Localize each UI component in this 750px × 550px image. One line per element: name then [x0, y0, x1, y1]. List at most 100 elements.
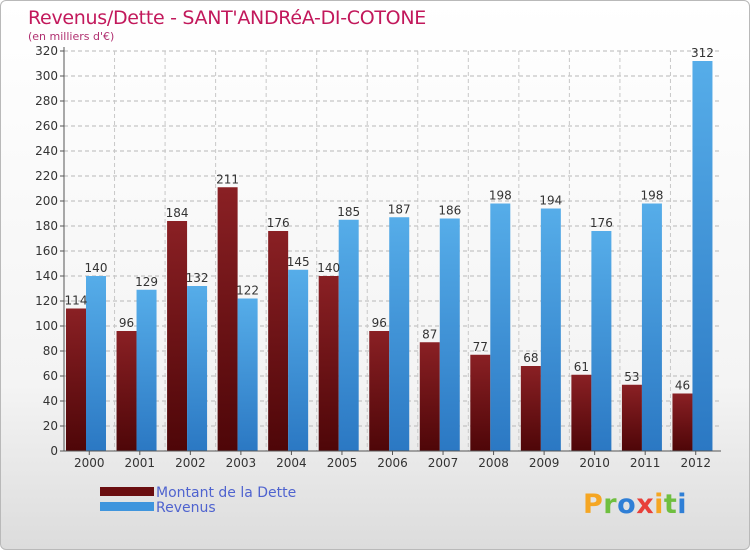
data-labels: 114 140 96 129 184 132 211 122 176 145 140 185 96 187…	[65, 46, 714, 393]
revenus-value-label: 312	[691, 46, 714, 60]
revenus-value-label: 187	[388, 202, 411, 216]
y-tick-label: 80	[43, 344, 58, 358]
legend-swatch-revenus	[100, 502, 154, 511]
logo-letter: x	[636, 489, 655, 520]
dette-bar	[116, 331, 137, 451]
y-tick-label: 20	[43, 419, 58, 433]
y-tick-label: 300	[35, 69, 58, 83]
logo-letter: i	[677, 489, 688, 520]
dette-bar	[268, 231, 289, 451]
dette-value-label: 176	[267, 216, 290, 230]
y-tick-label: 180	[35, 219, 58, 233]
logo-letter: r	[603, 489, 618, 520]
y-tick-label: 0	[50, 444, 58, 458]
x-tick-label: 2009	[529, 456, 560, 470]
dette-bar	[369, 331, 390, 451]
revenus-bar	[288, 269, 309, 451]
revenus-bar	[540, 208, 561, 451]
x-tick-label: 2010	[579, 456, 610, 470]
chart-subtitle: (en milliers d'€)	[28, 30, 115, 43]
y-tick-label: 260	[35, 119, 58, 133]
revenus-value-label: 176	[590, 216, 613, 230]
logo-letter: P	[583, 489, 604, 520]
y-tick-label: 100	[35, 319, 58, 333]
x-tick-label: 2006	[377, 456, 408, 470]
dette-bar	[318, 276, 339, 451]
logo-letter: o	[617, 489, 637, 520]
revenus-value-label: 132	[186, 271, 209, 285]
dette-bar	[419, 342, 440, 451]
revenus-value-label: 198	[489, 189, 512, 203]
dette-value-label: 114	[65, 294, 88, 308]
dette-value-label: 46	[675, 379, 690, 393]
legend-swatch-dette	[100, 487, 154, 496]
axes: 0 20 40 60 80 100 120 140 160 180 200 220 240 260 280 3…	[35, 44, 721, 470]
dette-value-label: 140	[317, 261, 340, 275]
revenus-bar	[237, 298, 258, 451]
dette-value-label: 68	[523, 351, 538, 365]
grid-lines	[64, 50, 721, 451]
logo-letter: t	[663, 489, 678, 520]
y-tick-label: 160	[35, 244, 58, 258]
revenus-value-label: 122	[236, 284, 259, 298]
dette-value-label: 96	[119, 316, 134, 330]
dette-bar	[167, 221, 188, 451]
x-tick-label: 2007	[428, 456, 459, 470]
dette-value-label: 77	[473, 340, 488, 354]
revenus-bar	[591, 231, 612, 451]
dette-value-label: 53	[624, 370, 639, 384]
revenus-value-label: 198	[640, 189, 663, 203]
dette-value-label: 61	[574, 360, 589, 374]
chart-title: Revenus/Dette - SANT'ANDRéA-DI-COTONE	[28, 7, 426, 29]
y-tick-label: 60	[43, 369, 58, 383]
y-tick-label: 40	[43, 394, 58, 408]
revenus-value-label: 185	[337, 205, 360, 219]
dette-bar	[571, 374, 592, 451]
revenus-bar	[86, 276, 106, 451]
revenus-bar	[389, 217, 410, 451]
revenus-bar	[338, 219, 359, 451]
revenus-bar	[439, 218, 460, 451]
x-tick-label: 2003	[226, 456, 257, 470]
revenus-value-label: 194	[539, 194, 562, 208]
revenus-bar	[136, 289, 157, 451]
y-tick-label: 220	[35, 169, 58, 183]
revenus-bar	[641, 203, 662, 451]
dette-bar	[470, 354, 491, 451]
revenus-value-label: 129	[135, 275, 158, 289]
y-tick-label: 240	[35, 144, 58, 158]
dette-bar	[672, 393, 693, 451]
x-tick-label: 2004	[276, 456, 307, 470]
revenus-value-label: 140	[85, 261, 108, 275]
x-tick-label: 2005	[327, 456, 358, 470]
revenus-value-label: 145	[287, 255, 310, 269]
revenus-value-label: 186	[438, 204, 461, 218]
dette-value-label: 184	[166, 206, 189, 220]
dette-value-label: 211	[216, 172, 239, 186]
bars	[66, 61, 713, 451]
legend-label-dette: Montant de la Dette	[156, 485, 297, 501]
dette-value-label: 96	[372, 316, 387, 330]
x-tick-label: 2002	[175, 456, 206, 470]
proxiti-logo: Proxiti	[583, 489, 687, 520]
dette-bar	[66, 308, 86, 451]
logo-letter: i	[654, 489, 664, 520]
y-tick-label: 200	[35, 194, 58, 208]
y-tick-label: 120	[35, 294, 58, 308]
x-tick-label: 2001	[125, 456, 156, 470]
legend-label-revenus: Revenus	[156, 500, 216, 516]
y-tick-label: 320	[35, 44, 58, 58]
revenus-bar	[692, 61, 713, 451]
dette-bar	[621, 384, 642, 451]
revenus-bar	[187, 286, 208, 451]
x-tick-label: 2012	[680, 456, 711, 470]
x-tick-label: 2008	[478, 456, 509, 470]
x-tick-label: 2011	[630, 456, 661, 470]
revenus-bar	[490, 203, 511, 451]
y-tick-label: 140	[35, 269, 58, 283]
dette-bar	[217, 187, 238, 451]
dette-bar	[520, 366, 541, 451]
y-tick-label: 280	[35, 94, 58, 108]
